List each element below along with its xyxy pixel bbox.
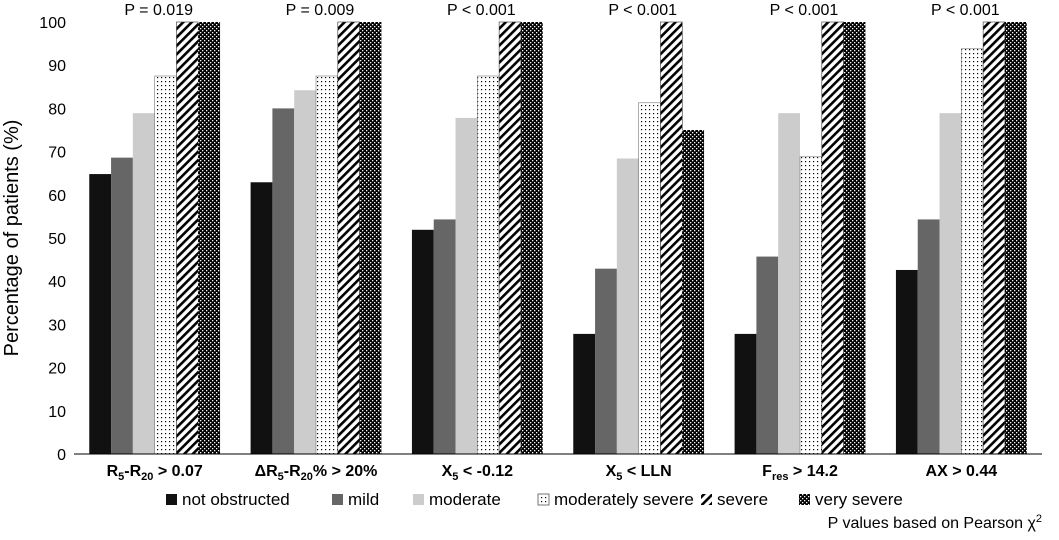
bar-moderately-severe [799, 156, 823, 455]
bar-not-obstructed [89, 174, 112, 454]
y-tick-label: 70 [48, 145, 66, 162]
p-value-label: P < 0.001 [931, 2, 1000, 19]
legend-label: mild [348, 490, 379, 509]
bar-mild [111, 157, 133, 454]
p-value-label: P = 0.019 [124, 2, 193, 19]
bar-moderately-severe [961, 48, 984, 455]
bar-not-obstructed [734, 333, 757, 454]
y-tick-label: 90 [48, 58, 66, 75]
bar-moderately-severe [315, 75, 339, 455]
bar-severe [498, 21, 522, 455]
legend-item-not-obstructed: not obstructed [166, 490, 290, 509]
y-tick-label: 10 [48, 404, 66, 421]
legend-swatch [413, 494, 424, 505]
bar-moderate [455, 117, 478, 455]
legend-swatch [332, 494, 343, 505]
legend-item-severe: severe [701, 490, 768, 509]
x-category-label: X5 < LLN [606, 463, 672, 483]
bar-mild [917, 219, 940, 454]
legend-swatch [799, 494, 810, 505]
legend-item-very-severe: very severe [799, 490, 903, 509]
bar-not-obstructed [250, 182, 273, 454]
bar-very-severe [359, 22, 382, 454]
y-tick-label: 80 [48, 101, 66, 118]
bar-very-severe [1004, 22, 1027, 454]
legend-item-moderate: moderate [413, 490, 501, 509]
bar-moderately-severe [477, 75, 500, 455]
legend-item-moderately-severe: moderately severe [537, 490, 694, 509]
bar-not-obstructed [895, 269, 918, 454]
bar-severe [660, 21, 683, 455]
x-category-label: X5 < -0.12 [442, 463, 514, 483]
y-tick-label: 40 [48, 274, 66, 291]
legend-label: moderate [429, 490, 501, 509]
x-category-label: ΔR5-R20% > 20% [255, 463, 378, 483]
y-tick-label: 0 [57, 447, 66, 464]
legend-label: not obstructed [182, 490, 290, 509]
p-value-label: P = 0.009 [286, 2, 355, 19]
footnote: P values based on Pearson χ2 [828, 513, 1042, 532]
bar-moderate [132, 113, 155, 454]
bar-very-severe [198, 22, 221, 454]
legend-item-mild: mild [332, 490, 379, 509]
bar-very-severe [520, 22, 543, 454]
bar-severe [982, 21, 1006, 455]
bar-not-obstructed [573, 333, 596, 454]
bar-moderately-severe [154, 75, 177, 455]
bar-not-obstructed [411, 229, 434, 454]
legend-swatch [166, 494, 177, 505]
bar-very-severe [843, 22, 866, 454]
legend-label: very severe [815, 490, 903, 509]
bar-moderate [616, 158, 639, 454]
p-value-label: P < 0.001 [447, 2, 516, 19]
y-tick-label: 60 [48, 188, 66, 205]
p-value-label: P < 0.001 [770, 2, 839, 19]
y-tick-label: 50 [48, 231, 66, 248]
bar-mild [756, 256, 779, 454]
legend-swatch [537, 493, 550, 506]
bar-severe [821, 21, 844, 455]
bar-moderately-severe [638, 102, 661, 455]
y-tick-label: 20 [48, 361, 66, 378]
y-tick-label: 100 [39, 15, 66, 32]
legend-label: moderately severe [554, 490, 694, 509]
bar-moderate [939, 113, 962, 454]
bar-mild [595, 268, 617, 454]
x-category-label: AX > 0.44 [926, 463, 998, 480]
bar-mild [433, 219, 456, 454]
p-value-label: P < 0.001 [608, 2, 677, 19]
y-axis-label: Percentage of patients (%) [1, 120, 23, 357]
y-tick-label: 30 [48, 317, 66, 334]
bar-severe [337, 21, 360, 455]
bar-very-severe [682, 130, 705, 454]
bar-mild [272, 108, 295, 455]
bar-severe [176, 21, 199, 455]
bar-moderate [294, 90, 316, 455]
bar-moderate [778, 113, 800, 454]
legend-label: severe [717, 490, 768, 509]
x-category-label: R5-R20 > 0.07 [107, 463, 203, 483]
legend-swatch [701, 494, 712, 505]
x-category-label: Fres > 14.2 [762, 463, 838, 483]
